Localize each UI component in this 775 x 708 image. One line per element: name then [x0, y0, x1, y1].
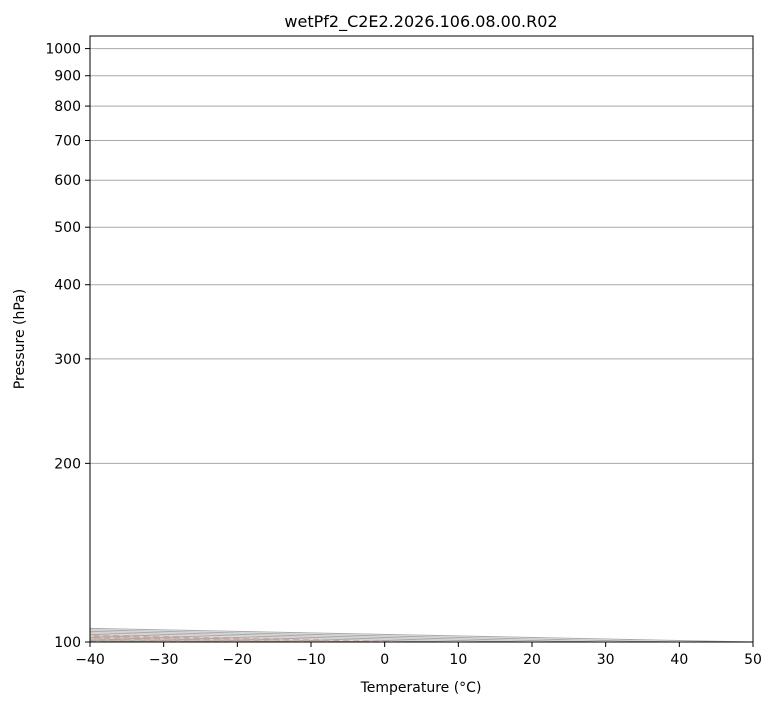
y-axis-label: Pressure (hPa) [12, 289, 28, 389]
isotherm [90, 629, 680, 642]
dry-adiabat [0, 36, 63, 642]
y-tick-label: 200 [54, 456, 81, 472]
y-tick-label: 600 [54, 173, 81, 189]
x-tick-label: 20 [523, 652, 541, 668]
x-axis-label: Temperature (°C) [360, 680, 482, 696]
isotherm [90, 635, 385, 642]
x-tick-label: −10 [296, 652, 326, 668]
isotherm [90, 630, 606, 642]
y-tick-label: 100 [54, 635, 81, 651]
dry-adiabat [90, 634, 407, 642]
y-tick-label: 400 [54, 278, 81, 294]
x-tick-label: 40 [670, 652, 688, 668]
isotherm [90, 632, 533, 642]
x-tick-label: −30 [149, 652, 179, 668]
isotherm [90, 636, 312, 642]
chart-title: wetPf2_C2E2.2026.106.08.00.R02 [284, 12, 557, 32]
dry-adiabat [90, 635, 369, 642]
x-tick-label: −40 [75, 652, 105, 668]
y-tick-label: 500 [54, 220, 81, 236]
background-lines [0, 36, 753, 642]
dry-adiabat [90, 636, 331, 642]
x-tick-label: 50 [744, 652, 762, 668]
plot-frame [89, 35, 754, 643]
isotherm [90, 638, 238, 642]
y-tick-label: 300 [54, 352, 81, 368]
y-tick-label: 800 [54, 99, 81, 115]
isotherm [90, 633, 459, 642]
dry-adiabat [90, 637, 255, 642]
x-tick-label: 30 [597, 652, 615, 668]
y-tick-label: 900 [54, 69, 81, 85]
axes: −40 −30 −20 −10 0 10 20 30 40 50 100 200 300 400 500 60… [45, 42, 762, 668]
dry-adiabat [90, 638, 217, 642]
dry-adiabat [90, 637, 293, 642]
isotherm [90, 627, 753, 642]
x-tick-label: 10 [449, 652, 467, 668]
x-tick-label: 0 [380, 652, 389, 668]
x-tick-label: −20 [223, 652, 253, 668]
y-tick-label: 700 [54, 133, 81, 149]
y-tick-label: 1000 [45, 42, 81, 58]
